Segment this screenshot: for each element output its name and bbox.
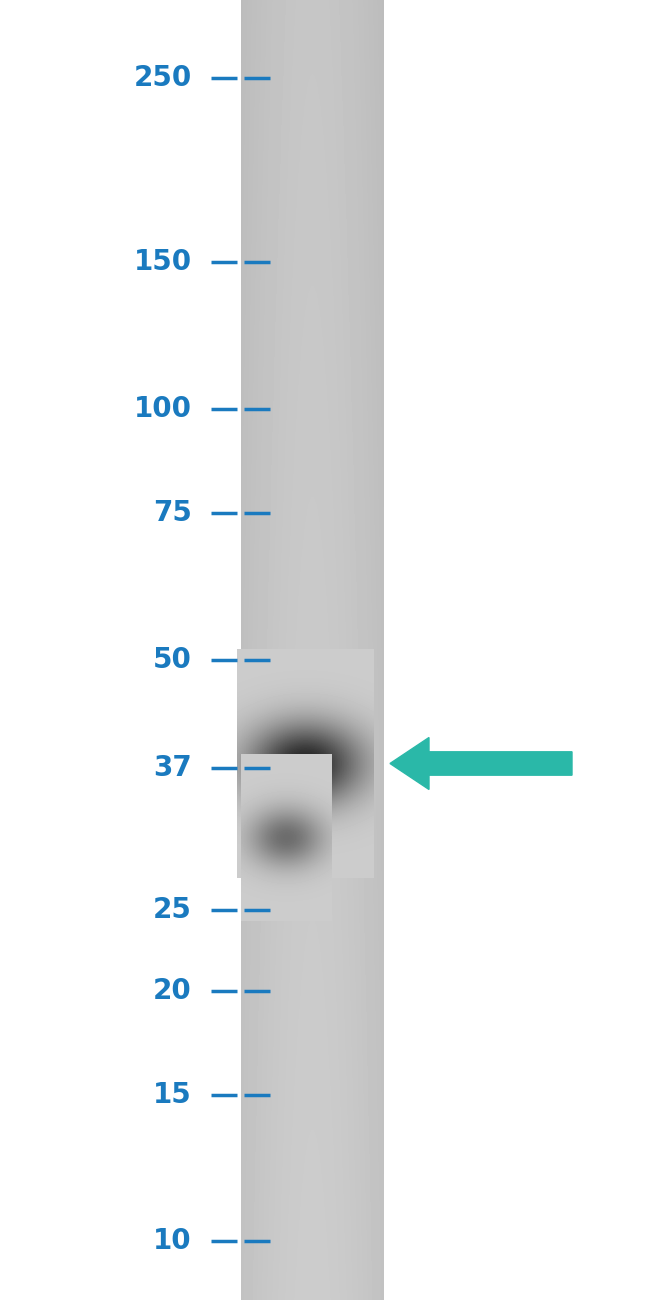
Text: 15: 15 [153,1080,192,1109]
Polygon shape [390,737,572,789]
Text: 37: 37 [153,754,192,783]
Text: 50: 50 [153,646,192,673]
Text: 20: 20 [153,976,192,1005]
Text: 10: 10 [153,1227,192,1256]
Text: 25: 25 [153,896,192,924]
Text: 75: 75 [153,499,192,526]
Text: 150: 150 [134,248,192,277]
Text: 100: 100 [134,395,192,422]
Text: 250: 250 [133,64,192,92]
